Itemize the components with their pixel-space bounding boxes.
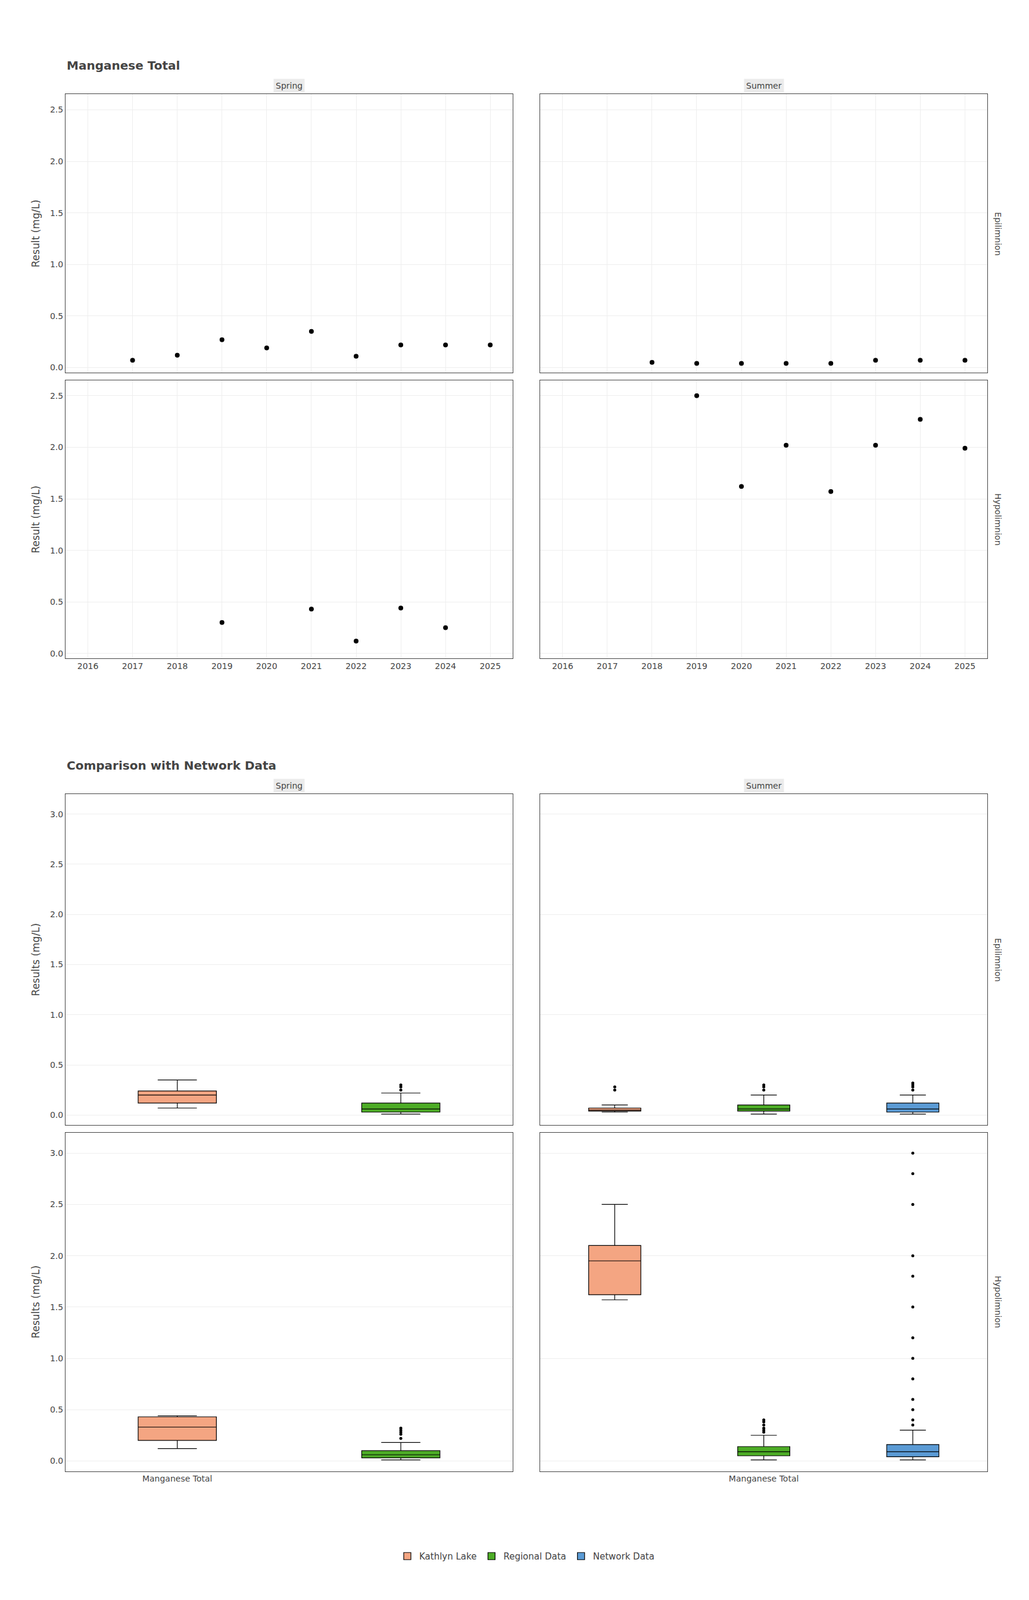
- svg-text:Epilimnion: Epilimnion: [993, 938, 1003, 982]
- svg-text:Hypolimnion: Hypolimnion: [993, 493, 1003, 547]
- svg-text:2.0: 2.0: [50, 1251, 64, 1262]
- svg-text:Hypolimnion: Hypolimnion: [993, 1276, 1003, 1329]
- svg-text:2017: 2017: [596, 661, 619, 672]
- svg-text:1.0: 1.0: [50, 546, 64, 556]
- svg-text:1.0: 1.0: [50, 259, 64, 270]
- svg-text:0.5: 0.5: [50, 1060, 64, 1071]
- svg-text:2022: 2022: [345, 661, 367, 672]
- svg-text:2020: 2020: [256, 661, 278, 672]
- svg-text:Kathlyn Lake: Kathlyn Lake: [419, 1551, 477, 1563]
- svg-text:Result (mg/L): Result (mg/L): [29, 199, 42, 268]
- svg-text:Regional Data: Regional Data: [503, 1551, 566, 1563]
- svg-text:0.0: 0.0: [50, 1110, 64, 1121]
- svg-text:1.5: 1.5: [50, 208, 64, 218]
- svg-text:Manganese Total: Manganese Total: [728, 1474, 800, 1484]
- svg-text:Result (mg/L): Result (mg/L): [29, 485, 42, 554]
- svg-text:1.0: 1.0: [50, 1010, 64, 1021]
- svg-text:2025: 2025: [954, 661, 977, 672]
- svg-text:Manganese Total: Manganese Total: [142, 1474, 213, 1484]
- svg-text:0.5: 0.5: [50, 597, 64, 607]
- svg-text:2.5: 2.5: [50, 859, 64, 870]
- svg-text:2.5: 2.5: [50, 1199, 64, 1210]
- svg-text:Spring: Spring: [275, 781, 303, 791]
- svg-text:0.0: 0.0: [50, 362, 64, 373]
- svg-text:2024: 2024: [434, 661, 457, 672]
- svg-text:Comparison with Network Data: Comparison with Network Data: [66, 758, 277, 773]
- svg-text:2.5: 2.5: [50, 391, 64, 401]
- svg-text:Spring: Spring: [275, 80, 303, 91]
- svg-text:1.5: 1.5: [50, 959, 64, 970]
- svg-text:Summer: Summer: [746, 80, 782, 91]
- svg-text:2023: 2023: [864, 661, 887, 672]
- svg-text:2016: 2016: [552, 661, 574, 672]
- svg-text:Network Data: Network Data: [593, 1551, 655, 1563]
- svg-text:2017: 2017: [122, 661, 144, 672]
- svg-text:2021: 2021: [300, 661, 323, 672]
- svg-text:2022: 2022: [819, 661, 842, 672]
- svg-text:2016: 2016: [77, 661, 99, 672]
- svg-text:2025: 2025: [479, 661, 501, 672]
- svg-text:2.0: 2.0: [50, 156, 64, 167]
- svg-text:Summer: Summer: [746, 781, 782, 791]
- svg-text:Epilimnion: Epilimnion: [993, 211, 1003, 256]
- svg-text:2018: 2018: [641, 661, 663, 672]
- svg-text:Results (mg/L): Results (mg/L): [29, 1266, 42, 1340]
- svg-text:0.5: 0.5: [50, 311, 64, 321]
- svg-text:2019: 2019: [211, 661, 233, 672]
- svg-text:Manganese Total: Manganese Total: [66, 58, 180, 73]
- svg-text:2018: 2018: [166, 661, 189, 672]
- svg-text:2.0: 2.0: [50, 909, 64, 920]
- svg-text:2024: 2024: [909, 661, 932, 672]
- svg-text:2.0: 2.0: [50, 442, 64, 452]
- svg-text:0.0: 0.0: [50, 1456, 64, 1467]
- svg-text:1.5: 1.5: [50, 1302, 64, 1313]
- svg-text:0.0: 0.0: [50, 649, 64, 659]
- svg-text:2020: 2020: [730, 661, 753, 672]
- svg-text:0.5: 0.5: [50, 1405, 64, 1415]
- svg-text:1.0: 1.0: [50, 1354, 64, 1364]
- svg-text:2023: 2023: [390, 661, 412, 672]
- svg-text:2021: 2021: [775, 661, 797, 672]
- svg-text:Results (mg/L): Results (mg/L): [29, 923, 42, 997]
- svg-text:2.5: 2.5: [50, 104, 64, 115]
- svg-text:3.0: 3.0: [50, 809, 64, 820]
- svg-text:3.0: 3.0: [50, 1148, 64, 1159]
- svg-text:2019: 2019: [686, 661, 708, 672]
- svg-text:1.5: 1.5: [50, 494, 64, 504]
